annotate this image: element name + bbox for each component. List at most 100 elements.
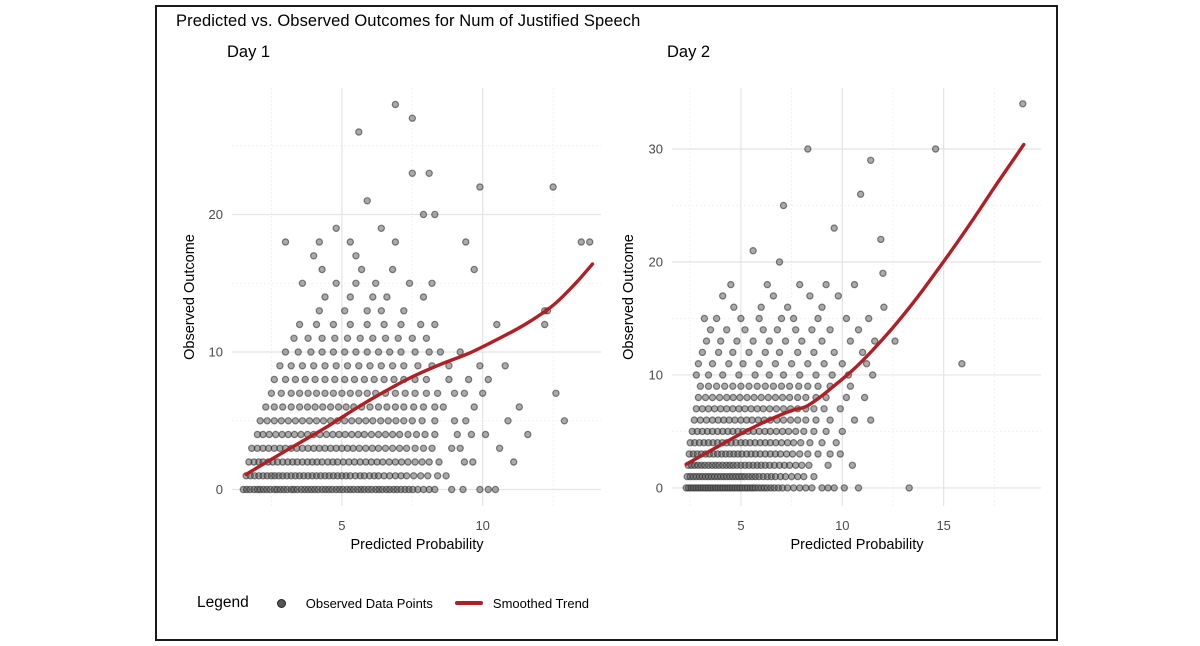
data-point — [730, 303, 738, 311]
data-point — [331, 334, 339, 342]
data-point — [717, 405, 725, 413]
data-point — [460, 458, 469, 466]
data-point — [708, 360, 717, 368]
data-point — [792, 326, 800, 334]
data-point — [794, 416, 802, 424]
data-point — [400, 307, 408, 315]
data-point — [560, 417, 569, 425]
data-point — [404, 458, 412, 466]
data-point — [391, 458, 400, 466]
data-point — [459, 485, 467, 494]
data-point — [842, 393, 851, 402]
data-point — [877, 235, 885, 244]
data-point — [781, 472, 790, 481]
data-point — [804, 145, 812, 153]
data-point — [765, 337, 774, 345]
data-point — [431, 320, 439, 329]
data-point — [312, 320, 321, 329]
data-point — [836, 405, 845, 413]
panel-title-day2: Day 2 — [667, 43, 711, 61]
data-point — [408, 417, 416, 425]
data-point — [704, 382, 713, 390]
data-point — [787, 360, 796, 368]
x-tick-label: 15 — [936, 518, 950, 533]
data-point — [524, 430, 532, 439]
data-point — [808, 326, 816, 334]
data-point — [346, 389, 354, 397]
data-point — [476, 485, 484, 494]
data-point — [751, 371, 759, 379]
data-point — [281, 348, 290, 356]
data-point — [812, 416, 820, 424]
data-point — [464, 375, 473, 384]
legend-title: Legend — [197, 594, 249, 611]
data-point — [259, 430, 267, 439]
data-point — [418, 458, 426, 466]
data-point — [772, 427, 781, 436]
data-point — [425, 458, 433, 466]
data-point — [319, 417, 328, 425]
data-point — [745, 348, 753, 357]
data-point — [352, 279, 360, 287]
data-point — [279, 403, 287, 411]
data-point — [757, 303, 765, 311]
data-point — [727, 280, 735, 289]
data-point — [470, 403, 478, 411]
data-point — [435, 458, 443, 466]
data-point — [783, 303, 792, 311]
data-point — [332, 224, 340, 232]
data-point — [806, 439, 814, 447]
data-point — [842, 314, 851, 323]
data-point — [748, 416, 756, 424]
data-point — [321, 375, 329, 384]
data-point — [385, 458, 393, 466]
data-point — [470, 265, 478, 274]
data-point — [749, 337, 757, 345]
data-point — [360, 375, 369, 384]
data-point — [369, 417, 377, 425]
data-point — [757, 393, 765, 402]
data-point — [369, 293, 377, 301]
data-point — [741, 326, 749, 334]
data-point — [342, 403, 350, 411]
data-point — [822, 427, 830, 436]
data-point — [775, 258, 784, 266]
trend-line — [244, 262, 595, 477]
data-point — [388, 265, 397, 274]
data-point — [704, 371, 713, 379]
data-point — [295, 403, 304, 411]
data-point — [777, 382, 786, 390]
data-point — [789, 439, 798, 447]
data-point — [782, 450, 791, 458]
data-point — [771, 393, 780, 402]
data-point — [779, 201, 788, 210]
data-point — [408, 114, 416, 122]
data-point — [690, 416, 699, 424]
data-point — [797, 439, 805, 447]
data-point — [812, 371, 820, 379]
data-point — [357, 265, 366, 274]
data-point — [712, 382, 721, 390]
data-point — [828, 371, 836, 379]
data-point — [735, 371, 743, 379]
data-point — [714, 348, 723, 357]
data-point — [287, 362, 295, 370]
data-point — [291, 375, 300, 384]
data-point — [370, 375, 378, 384]
data-point — [846, 337, 855, 345]
data-point — [311, 375, 319, 384]
data-point — [301, 375, 309, 384]
data-point — [804, 360, 812, 368]
data-point — [453, 430, 461, 439]
data-point — [747, 405, 755, 413]
data-point — [298, 417, 307, 425]
data-point — [311, 403, 319, 411]
data-point — [735, 405, 743, 413]
data-point — [377, 307, 385, 315]
data-point — [794, 393, 802, 402]
data-point — [733, 337, 741, 345]
data-point — [462, 238, 470, 246]
data-point — [355, 417, 363, 425]
x-tick-label: 10 — [475, 518, 489, 533]
